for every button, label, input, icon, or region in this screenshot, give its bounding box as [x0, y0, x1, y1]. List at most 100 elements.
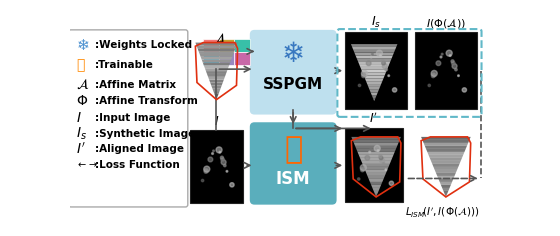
Bar	[219, 52, 234, 65]
Circle shape	[361, 167, 365, 172]
Circle shape	[451, 61, 455, 65]
Text: :Aligned Image: :Aligned Image	[95, 144, 184, 154]
Polygon shape	[367, 176, 385, 179]
Polygon shape	[351, 137, 401, 140]
Circle shape	[361, 70, 367, 76]
Bar	[345, 128, 403, 202]
Polygon shape	[353, 140, 400, 143]
Polygon shape	[364, 167, 389, 170]
Polygon shape	[207, 74, 226, 77]
Text: :Synthetic Image: :Synthetic Image	[95, 129, 195, 139]
Bar	[234, 52, 250, 65]
Circle shape	[208, 157, 213, 162]
Circle shape	[451, 60, 454, 63]
Circle shape	[382, 163, 385, 165]
Text: $\mathcal{A}$: $\mathcal{A}$	[212, 32, 226, 47]
Polygon shape	[355, 146, 397, 149]
Polygon shape	[359, 155, 394, 158]
Circle shape	[360, 164, 366, 171]
Circle shape	[204, 170, 207, 173]
Polygon shape	[366, 81, 382, 84]
Bar	[203, 52, 219, 65]
Text: :Weights Locked: :Weights Locked	[95, 40, 192, 50]
Text: 🔥: 🔥	[76, 58, 85, 72]
Circle shape	[212, 153, 213, 154]
Circle shape	[213, 150, 214, 152]
Text: $I'$: $I'$	[370, 112, 378, 126]
Polygon shape	[213, 91, 220, 94]
Circle shape	[358, 84, 361, 87]
Text: :Loss Function: :Loss Function	[95, 160, 180, 170]
Circle shape	[446, 50, 452, 56]
Polygon shape	[204, 65, 229, 68]
Polygon shape	[430, 158, 462, 161]
Circle shape	[377, 150, 379, 152]
Polygon shape	[212, 88, 221, 91]
Text: $I(\Phi(\mathcal{A}))$: $I(\Phi(\mathcal{A}))$	[426, 17, 466, 30]
Circle shape	[204, 166, 210, 172]
Text: $I_s$: $I_s$	[76, 126, 87, 142]
Polygon shape	[199, 51, 235, 54]
Circle shape	[369, 151, 371, 153]
Polygon shape	[357, 152, 395, 155]
Polygon shape	[440, 182, 452, 185]
Circle shape	[219, 151, 221, 153]
Polygon shape	[370, 182, 382, 185]
Polygon shape	[372, 188, 380, 191]
Circle shape	[431, 70, 437, 76]
Polygon shape	[211, 85, 222, 88]
Polygon shape	[445, 194, 447, 197]
Polygon shape	[421, 137, 470, 140]
Circle shape	[381, 60, 384, 63]
Polygon shape	[360, 67, 388, 70]
Circle shape	[440, 56, 442, 58]
Text: ❄: ❄	[76, 38, 89, 53]
Text: $L_{ISM}\!\left(I',I(\Phi(\mathcal{A}))\right)$: $L_{ISM}\!\left(I',I(\Phi(\mathcal{A}))\…	[405, 205, 479, 219]
FancyBboxPatch shape	[250, 30, 337, 114]
Polygon shape	[442, 188, 450, 191]
Polygon shape	[356, 55, 393, 58]
Polygon shape	[214, 94, 218, 97]
Polygon shape	[370, 90, 379, 93]
Polygon shape	[432, 164, 460, 167]
Polygon shape	[198, 48, 235, 51]
Polygon shape	[431, 161, 461, 164]
Text: :Input Image: :Input Image	[95, 114, 170, 123]
Polygon shape	[371, 185, 381, 188]
Bar	[190, 130, 243, 203]
Polygon shape	[423, 143, 468, 146]
Polygon shape	[365, 78, 384, 81]
Polygon shape	[356, 149, 396, 152]
Polygon shape	[202, 60, 231, 63]
Circle shape	[371, 53, 374, 55]
Polygon shape	[365, 170, 388, 173]
Polygon shape	[358, 61, 390, 64]
Circle shape	[455, 68, 457, 71]
Polygon shape	[367, 84, 381, 87]
Text: :Affine Transform: :Affine Transform	[95, 97, 198, 106]
Circle shape	[370, 56, 372, 58]
Circle shape	[462, 88, 466, 92]
Polygon shape	[362, 164, 390, 167]
Bar	[234, 39, 250, 52]
Polygon shape	[366, 173, 386, 176]
Text: $\mathcal{A}$: $\mathcal{A}$	[76, 78, 90, 92]
Polygon shape	[197, 45, 236, 48]
Polygon shape	[360, 158, 392, 161]
Polygon shape	[368, 87, 380, 90]
Circle shape	[366, 61, 371, 66]
Circle shape	[365, 156, 370, 160]
Bar	[203, 39, 219, 52]
Circle shape	[388, 75, 390, 76]
Text: $\Phi$: $\Phi$	[76, 94, 88, 109]
Polygon shape	[353, 50, 395, 53]
Circle shape	[436, 61, 441, 66]
Polygon shape	[210, 83, 223, 85]
Polygon shape	[216, 97, 217, 100]
Circle shape	[431, 73, 436, 77]
Circle shape	[216, 147, 222, 153]
Circle shape	[385, 68, 388, 71]
Circle shape	[370, 148, 372, 150]
Polygon shape	[426, 149, 466, 152]
Text: $\leftarrow\!\rightarrow$: $\leftarrow\!\rightarrow$	[76, 160, 98, 170]
